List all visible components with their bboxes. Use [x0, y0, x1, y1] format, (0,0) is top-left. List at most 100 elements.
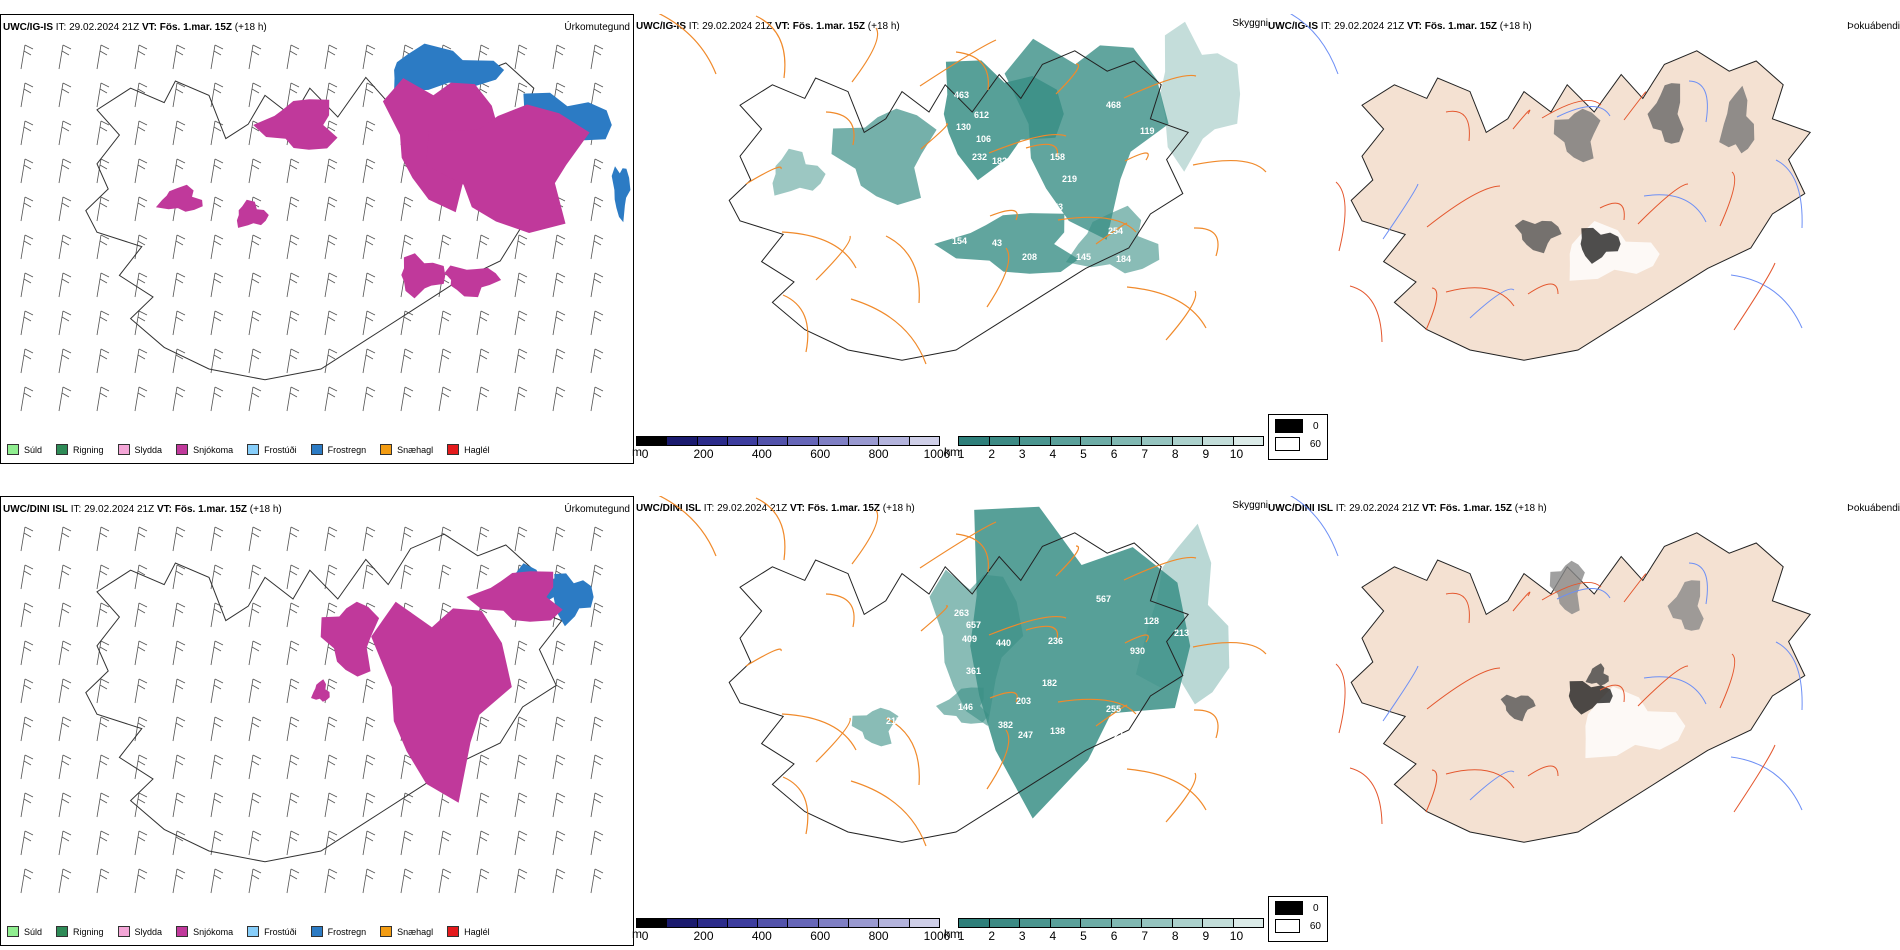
wind-barb-icon — [134, 196, 148, 222]
wind-barb-icon — [134, 792, 148, 818]
road-line — [1193, 227, 1219, 257]
wind-barb-icon — [172, 678, 186, 704]
river-line — [1688, 80, 1708, 123]
wind-barb-icon — [514, 82, 528, 108]
freezing-rain-area — [611, 166, 631, 223]
wind-barb-icon — [210, 120, 224, 146]
scale-tick-label: 600 — [810, 929, 831, 943]
ceiling-height-label: 182 — [992, 156, 1007, 166]
wind-barb-icon — [590, 526, 604, 552]
road-line — [1719, 171, 1736, 227]
ceiling-height-label: 182 — [1042, 678, 1057, 688]
legend-item: Frostúði — [247, 926, 297, 937]
fog-swatch-0 — [1275, 419, 1303, 433]
road-line — [1335, 663, 1346, 734]
scale-tick-label: 400 — [751, 447, 772, 461]
road-line — [658, 14, 717, 75]
wind-barb-icon — [58, 82, 72, 108]
wind-barb-icon — [552, 386, 566, 412]
low-visibility-area — [1135, 523, 1230, 705]
wind-barb-icon — [324, 272, 338, 298]
river-line — [1382, 183, 1419, 240]
road-line — [1193, 709, 1219, 739]
ceiling-height-label: 612 — [974, 110, 989, 120]
visibility-scale-top: 1 2 3 4 5 6 7 8 9 10 km — [944, 436, 1264, 461]
wind-barb-icon — [552, 678, 566, 704]
road-line — [1623, 91, 1647, 121]
scale-cell — [1111, 437, 1142, 445]
road-line — [782, 776, 809, 835]
road-line — [1123, 556, 1197, 581]
iceland-map — [20, 43, 631, 412]
ceiling-height-label: 184 — [1116, 254, 1131, 264]
road-line — [1025, 625, 1059, 640]
panel-title: Úrkomutegund — [564, 504, 630, 515]
river-line — [1469, 770, 1515, 801]
wind-barb-icon — [324, 526, 338, 552]
scale-tick-label: 5 — [1080, 447, 1087, 461]
low-visibility-area — [929, 569, 1024, 726]
legend-swatch — [380, 444, 393, 455]
scale-cell — [1142, 919, 1173, 927]
scale-cell — [667, 919, 698, 927]
ceiling-height-label: 43 — [992, 238, 1002, 248]
wind-barb-icon — [96, 678, 110, 704]
wind-barb-icon — [172, 526, 186, 552]
road-line — [1527, 283, 1559, 295]
legend-item: Frostregn — [310, 444, 366, 455]
wind-barb-icon — [58, 348, 72, 374]
wind-barb-icon — [590, 348, 604, 374]
panel-header: UWC/DINI ISL IT: 29.02.2024 21Z VT: Fös.… — [636, 503, 915, 514]
wind-barb-icon — [590, 792, 604, 818]
road-line — [1192, 642, 1267, 655]
freezing-rain-area — [553, 573, 594, 627]
wind-barb-icon — [286, 196, 300, 222]
scale-tick-label: 200 — [693, 929, 714, 943]
wind-barb-icon — [134, 564, 148, 590]
scale-cell — [1081, 437, 1112, 445]
scale-cell — [1050, 437, 1081, 445]
road-line — [658, 496, 717, 557]
wind-barb-icon — [20, 158, 34, 184]
wind-barb-icon — [286, 386, 300, 412]
road-line — [1445, 769, 1515, 789]
scale-tick-label: 10 — [1229, 447, 1244, 461]
wind-barb-icon — [58, 44, 72, 70]
wind-barb-icon — [172, 44, 186, 70]
scale-cell — [1172, 919, 1203, 927]
wind-barb-icon — [172, 158, 186, 184]
scale-cell — [1233, 437, 1263, 445]
freezing-rain-area — [394, 43, 505, 92]
scale-tick-label: 4 — [1049, 447, 1057, 461]
legend-label: Snjókoma — [193, 926, 234, 937]
scale-cell — [959, 919, 990, 927]
scale-tick-label: 600 — [810, 447, 831, 461]
legend-item: Frostúði — [247, 444, 297, 455]
scale-cell — [1081, 919, 1112, 927]
wind-barb-icon — [96, 120, 110, 146]
river-line — [1775, 159, 1803, 229]
wind-barb-icon — [362, 564, 376, 590]
road-line — [1095, 222, 1128, 245]
road-line — [986, 247, 1010, 308]
scale-cell — [1203, 437, 1234, 445]
legend-item: Snjókoma — [176, 926, 233, 937]
panel-header: UWC/IG-IS IT: 29.02.2024 21Z VT: Fös. 1.… — [3, 22, 267, 33]
wind-barb-icon — [20, 564, 34, 590]
ceiling-height-label: 236 — [1048, 636, 1063, 646]
wind-barb-icon — [286, 44, 300, 70]
wind-barb-icon — [58, 386, 72, 412]
scale-tick-label: 8 — [1171, 447, 1179, 461]
wind-barb-icon — [590, 868, 604, 894]
wind-barb-icon — [134, 348, 148, 374]
low-visibility-area — [1065, 205, 1160, 274]
legend-item: Haglél — [447, 444, 490, 455]
legend-label: Slydda — [134, 444, 163, 455]
legend-swatch — [117, 926, 130, 937]
legend-item: Slydda — [117, 926, 162, 937]
wind-barb-icon — [552, 792, 566, 818]
scale-cell — [1233, 919, 1263, 927]
wind-barb-icon — [514, 830, 528, 856]
road-line — [885, 235, 920, 304]
wind-barb-icon — [362, 716, 376, 742]
